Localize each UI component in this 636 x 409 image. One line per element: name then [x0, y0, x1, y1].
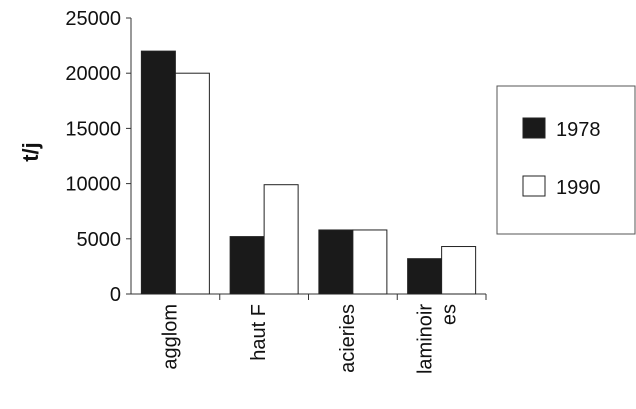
x-tick-label: laminoir es	[415, 304, 461, 374]
y-tick-label: 5000	[77, 229, 122, 251]
x-tick-label: haut F	[248, 304, 270, 361]
y-tick-label: 10000	[65, 174, 121, 196]
bar-1990-1	[263, 184, 299, 295]
bar-1978-0	[140, 50, 176, 295]
bar-1978-1	[229, 236, 265, 295]
legend-swatch-1990	[522, 175, 546, 197]
bar-1990-0	[174, 72, 210, 295]
bar-1978-2	[318, 229, 354, 295]
legend-swatch-1978	[522, 117, 546, 139]
bar-1990-2	[352, 229, 388, 295]
legend-label-1990: 1990	[556, 177, 601, 199]
bar-1978-3	[407, 258, 443, 295]
x-tick-label: agglom	[159, 304, 181, 370]
legend: 1978 1990	[496, 85, 636, 235]
x-tick-label: acieries	[337, 304, 359, 373]
y-tick-label: 20000	[65, 63, 121, 85]
plot-area: 0 5000 10000 15000 20000 25000 agglom haut F aci…	[65, 8, 487, 374]
legend-box	[496, 85, 636, 235]
legend-label-1978: 1978	[556, 119, 601, 141]
y-tick-label: 25000	[65, 8, 121, 30]
y-axis-label: t/j	[18, 142, 43, 162]
y-tick-label: 15000	[65, 118, 121, 140]
y-tick-label: 0	[110, 284, 121, 306]
bar-1990-3	[441, 246, 477, 295]
